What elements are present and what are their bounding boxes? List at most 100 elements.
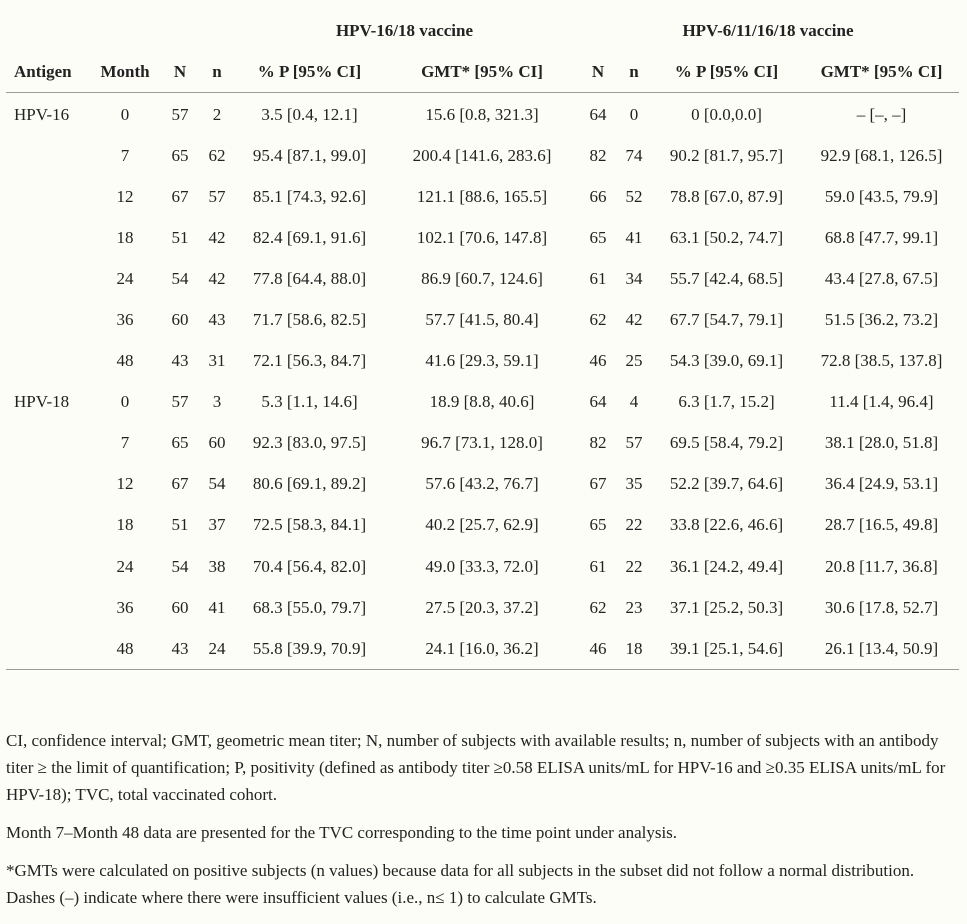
percent-positive-cell: 72.5 [58.3, 84.1] (252, 515, 367, 535)
month-cell: 18 (116, 227, 134, 247)
percent-positive-cell: 67.7 [54.7, 79.1] (669, 310, 784, 330)
antibody-results-table: HPV-16/18 vaccine HPV-6/11/16/18 vaccine… (6, 10, 959, 671)
n-positive-cell: 62 (208, 145, 226, 165)
month-cell: 0 (120, 392, 130, 412)
gmt-cell: 41.6 [29.3, 59.1] (425, 351, 539, 371)
percent-positive-cell: 36.1 [24.2, 49.4] (669, 556, 784, 576)
n-total-cell: 46 (589, 351, 607, 371)
column-header-n-total: N (158, 51, 202, 93)
n-positive-cell: 23 (625, 597, 643, 617)
table-row: 36 60 41 68.3 [55.0, 79.7] 27.5 [20.3, 37.2]… (6, 587, 959, 628)
table-body: HPV-16 0 57 2 3.5 [0.4, 12.1] 15.6 [0.8, 321.… (6, 93, 959, 671)
n-total-cell: 67 (589, 474, 607, 494)
antigen-cell (6, 546, 92, 587)
gmt-cell: 15.6 [0.8, 321.3] (425, 104, 539, 124)
antigen-cell (6, 505, 92, 546)
n-positive-cell: 4 (629, 392, 639, 412)
month-cell: 12 (116, 474, 134, 494)
n-total-cell: 62 (589, 597, 607, 617)
percent-positive-cell: 92.3 [83.0, 97.5] (252, 433, 367, 453)
column-header-gmt: GMT* [95% CI] (387, 51, 577, 93)
n-total-cell: 82 (589, 433, 607, 453)
n-positive-cell: 42 (208, 268, 226, 288)
antigen-cell (6, 135, 92, 176)
column-header-n-total: N (577, 51, 619, 93)
n-total-cell: 65 (589, 227, 607, 247)
footnote-gmt: *GMTs were calculated on positive subjec… (6, 861, 915, 907)
antigen-cell (6, 587, 92, 628)
n-total-cell: 61 (589, 268, 607, 288)
column-header-gmt: GMT* [95% CI] (804, 51, 959, 93)
gmt-cell: 11.4 [1.4, 96.4] (829, 392, 934, 412)
n-positive-cell: 35 (625, 474, 643, 494)
antigen-cell: HPV-18 (14, 392, 70, 412)
column-header-row: Antigen Month N n % P [95% CI] GMT* [95%… (6, 51, 959, 93)
n-total-cell: 64 (589, 392, 607, 412)
n-positive-cell: 2 (212, 104, 222, 124)
group-header-hpv-6-11-16-18: HPV-6/11/16/18 vaccine (682, 20, 854, 40)
n-positive-cell: 60 (208, 433, 226, 453)
n-total-cell: 67 (171, 474, 189, 494)
gmt-cell: 49.0 [33.3, 72.0] (425, 556, 539, 576)
column-header-n-positive: n (619, 51, 649, 93)
n-total-cell: 64 (589, 104, 607, 124)
n-total-cell: 60 (171, 597, 189, 617)
percent-positive-cell: 6.3 [1.7, 15.2] (678, 392, 775, 412)
month-cell: 18 (116, 515, 134, 535)
gmt-cell: 28.7 [16.5, 49.8] (824, 515, 939, 535)
gmt-cell: 121.1 [88.6, 165.5] (416, 186, 548, 206)
n-positive-cell: 3 (212, 392, 222, 412)
n-positive-cell: 57 (625, 433, 643, 453)
percent-positive-cell: 78.8 [67.0, 87.9] (669, 186, 784, 206)
table-row: 48 43 24 55.8 [39.9, 70.9] 24.1 [16.0, 36.2]… (6, 628, 959, 671)
antigen-cell (6, 423, 92, 464)
n-total-cell: 51 (171, 515, 189, 535)
n-positive-cell: 43 (208, 310, 226, 330)
gmt-cell: 36.4 [24.9, 53.1] (824, 474, 939, 494)
n-positive-cell: 24 (202, 628, 232, 671)
n-total-cell: 67 (171, 186, 189, 206)
n-positive-cell: 52 (625, 186, 643, 206)
gmt-cell: 26.1 [13.4, 50.9] (804, 628, 959, 671)
n-positive-cell: 37 (208, 515, 226, 535)
month-cell: 36 (116, 310, 134, 330)
column-header-n-positive: n (202, 51, 232, 93)
month-cell: 7 (120, 145, 130, 165)
n-positive-cell: 42 (625, 310, 643, 330)
antigen-cell (6, 464, 92, 505)
footnote-abbreviations: CI, confidence interval; GMT, geometric … (6, 731, 946, 804)
n-positive-cell: 41 (208, 597, 226, 617)
table-row: 48 43 31 72.1 [56.3, 84.7] 41.6 [29.3, 59.1]… (6, 341, 959, 382)
n-total-cell: 65 (171, 433, 189, 453)
n-positive-cell: 22 (625, 515, 643, 535)
percent-positive-cell: 37.1 [25.2, 50.3] (669, 597, 784, 617)
percent-positive-cell: 52.2 [39.7, 64.6] (669, 474, 784, 494)
n-total-cell: 57 (171, 104, 189, 124)
percent-positive-cell: 82.4 [69.1, 91.6] (252, 227, 367, 247)
n-total-cell: 46 (577, 628, 619, 671)
table-row: 12 67 54 80.6 [69.1, 89.2] 57.6 [43.2, 76.7]… (6, 464, 959, 505)
n-total-cell: 43 (171, 351, 189, 371)
gmt-cell: 24.1 [16.0, 36.2] (387, 628, 577, 671)
month-cell: 0 (120, 104, 130, 124)
table-row: 12 67 57 85.1 [74.3, 92.6] 121.1 [88.6, 165.… (6, 176, 959, 217)
percent-positive-cell: 80.6 [69.1, 89.2] (252, 474, 367, 494)
gmt-cell: 38.1 [28.0, 51.8] (824, 433, 939, 453)
antigen-cell: HPV-16 (14, 104, 70, 124)
gmt-cell: 51.5 [36.2, 73.2] (824, 310, 939, 330)
n-total-cell: 54 (171, 268, 189, 288)
n-positive-cell: 74 (625, 145, 643, 165)
column-header-antigen: Antigen (6, 51, 92, 93)
table-row: 24 54 38 70.4 [56.4, 82.0] 49.0 [33.3, 72.0]… (6, 546, 959, 587)
gmt-cell: 72.8 [38.5, 137.8] (820, 351, 943, 371)
percent-positive-cell: 68.3 [55.0, 79.7] (252, 597, 367, 617)
antigen-cell (6, 176, 92, 217)
percent-positive-cell: 63.1 [50.2, 74.7] (669, 227, 784, 247)
antigen-cell (6, 341, 92, 382)
gmt-cell: 200.4 [141.6, 283.6] (412, 145, 552, 165)
table-row: 36 60 43 71.7 [58.6, 82.5] 57.7 [41.5, 80.4]… (6, 299, 959, 340)
gmt-cell: 59.0 [43.5, 79.9] (824, 186, 939, 206)
gmt-cell: 27.5 [20.3, 37.2] (425, 597, 539, 617)
n-positive-cell: 41 (625, 227, 643, 247)
